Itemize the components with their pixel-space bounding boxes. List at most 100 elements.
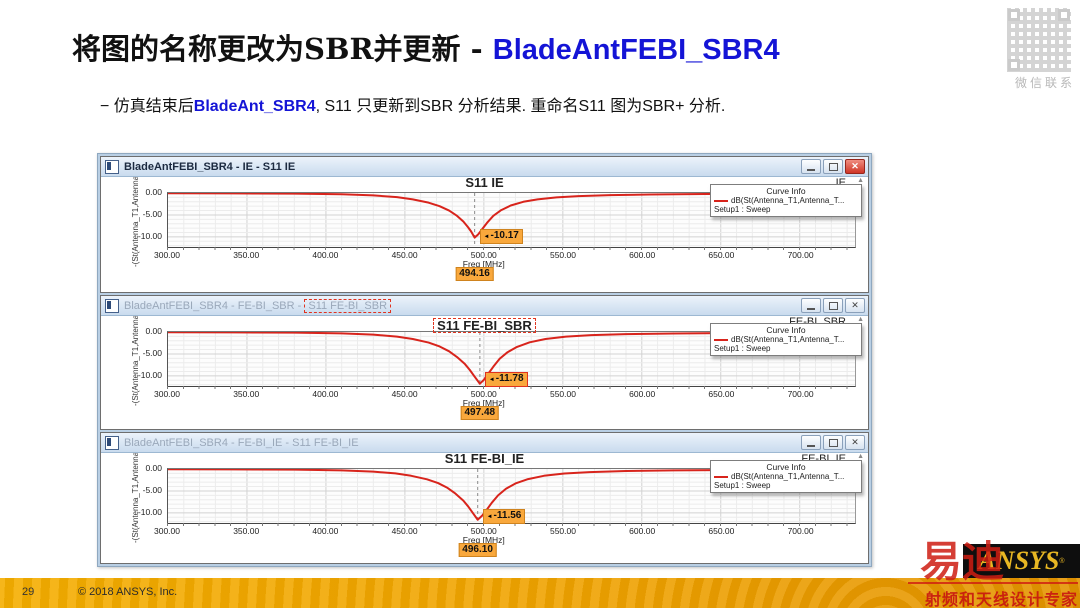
footer-bar — [0, 578, 1080, 608]
x-tick-label: 400.00 — [312, 250, 339, 260]
x-tick-label: 550.00 — [549, 389, 576, 399]
x-tick-label: 650.00 — [708, 526, 735, 536]
legend-line-sample — [714, 199, 728, 202]
legend-sub: Setup1 : Sweep — [714, 481, 771, 490]
qr-finder-pattern — [1008, 9, 1020, 21]
ansys-logo: ANSYS ® — [963, 544, 1080, 578]
qr-code — [1007, 8, 1071, 72]
report-icon — [105, 298, 119, 313]
close-button[interactable]: ✕ — [845, 159, 865, 174]
x-tick-label: 550.00 — [549, 250, 576, 260]
plot-area: S11 FE-BI_SBR FE-BI_SBR ▲ -(St(Antenna_T… — [101, 316, 868, 428]
window-titlebar[interactable]: BladeAntFEBI_SBR4 - FE-BI_SBR - S11 FE-B… — [101, 296, 868, 316]
plot-title: S11 FE-BI_SBR — [101, 317, 868, 335]
page-number: 29 — [22, 586, 35, 598]
x-tick-label: 350.00 — [233, 250, 260, 260]
watermark-brand: 易迪 — [919, 537, 1004, 586]
plot-canvas — [167, 331, 856, 387]
window-titlebar[interactable]: BladeAntFEBI_SBR4 - FE-BI_IE - S11 FE-BI… — [101, 433, 868, 453]
watermark-underline — [908, 582, 1078, 584]
restore-button[interactable] — [823, 298, 843, 313]
scroll-up-icon[interactable]: ▲ — [857, 453, 864, 460]
legend-line-sample — [714, 338, 728, 341]
legend-entry: dB(St(Antenna_T1,Antenna_T... — [731, 196, 845, 205]
x-axis-ticks — [167, 523, 856, 526]
window-titlebar[interactable]: BladeAntFEBI_SBR4 - IE - S11 IE ✕ — [101, 157, 868, 177]
window-title: BladeAntFEBI_SBR4 - FE-BI_IE - S11 FE-BI… — [124, 436, 359, 449]
x-tick-label: 600.00 — [629, 389, 656, 399]
minimize-button[interactable] — [801, 298, 821, 313]
legend-entry: dB(St(Antenna_T1,Antenna_T... — [731, 335, 845, 344]
x-tick-label: 350.00 — [233, 389, 260, 399]
plot-title: S11 IE — [465, 177, 504, 190]
copyright-text: © 2018 ANSYS, Inc. — [78, 586, 178, 598]
x-axis-label: Freq [MHz] — [462, 535, 505, 545]
page-title: 将图的名称更改为SBR并更新 - BladeAntFEBI_SBR4 — [72, 26, 780, 68]
legend-header: Curve Info — [766, 186, 806, 196]
x-tick-label: 300.00 — [154, 250, 180, 260]
legend: Curve Info dB(St(Antenna_T1,Antenna_T...… — [710, 184, 862, 217]
x-tick-label: 350.00 — [233, 526, 260, 536]
y-tick-label: 0.00 — [145, 326, 162, 336]
legend-header: Curve Info — [766, 325, 806, 335]
annotation-box: S11 FE-BI_SBR — [304, 298, 392, 313]
x-tick-label: 600.00 — [629, 250, 656, 260]
y-tick-label: -5.00 — [142, 347, 162, 358]
marker-freq-badge[interactable]: 494.16 — [455, 267, 494, 281]
s11-curve — [168, 193, 855, 247]
minimize-button[interactable] — [801, 435, 821, 450]
marker-freq-badge[interactable]: 496.10 — [458, 543, 497, 557]
legend: Curve Info dB(St(Antenna_T1,Antenna_T...… — [710, 323, 862, 356]
plot-area: S11 FE-BI_IE FE-BI_IE ▲ -(St(Antenna_T1,… — [101, 453, 868, 562]
report-icon — [105, 435, 119, 450]
marker-value-badge[interactable]: -11.56 — [482, 509, 526, 524]
qr-caption: 微信联系 — [1014, 76, 1075, 90]
y-tick-label: -10.00 — [137, 230, 162, 241]
x-tick-label: 300.00 — [154, 389, 180, 399]
y-tick-label: -5.00 — [142, 208, 162, 219]
x-axis-ticks — [167, 386, 856, 389]
x-tick-label: 550.00 — [549, 526, 576, 536]
page-title-black: 将图的名称更改为SBR并更新 - — [72, 32, 493, 66]
scroll-up-icon[interactable]: ▲ — [857, 316, 864, 323]
x-axis-label: Freq [MHz] — [462, 398, 505, 408]
plot-window-febi-sbr: BladeAntFEBI_SBR4 - FE-BI_SBR - S11 FE-B… — [100, 295, 869, 430]
scroll-up-icon[interactable]: ▲ — [857, 177, 864, 184]
close-button[interactable]: ✕ — [845, 435, 865, 450]
x-tick-label: 400.00 — [312, 526, 339, 536]
report-icon — [105, 159, 119, 174]
marker-freq-badge[interactable]: 497.48 — [460, 406, 500, 420]
legend-sub: Setup1 : Sweep — [714, 205, 771, 214]
x-tick-label: 500.00 — [470, 250, 497, 260]
page-title-blue: BladeAntFEBI_SBR4 — [492, 34, 780, 66]
watermark-tagline: 射频和天线设计专家 — [924, 592, 1078, 609]
x-tick-label: 650.00 — [708, 250, 735, 260]
qr-finder-pattern — [1058, 9, 1070, 21]
annotation-box: S11 FE-BI_SBR — [433, 318, 536, 333]
y-tick-label: 0.00 — [145, 463, 162, 473]
x-tick-label: 700.00 — [787, 526, 814, 536]
y-tick-label: -10.00 — [137, 369, 162, 380]
bullet-highlight: BladeAnt_SBR4 — [193, 98, 316, 115]
x-axis-label: Freq [MHz] — [462, 259, 505, 269]
legend: Curve Info dB(St(Antenna_T1,Antenna_T...… — [710, 460, 862, 493]
minimize-button[interactable] — [801, 159, 821, 174]
legend-entry: dB(St(Antenna_T1,Antenna_T... — [731, 472, 845, 481]
plot-area: S11 IE IE ▲ -(St(Antenna_T1,Antenna Freq… — [101, 177, 868, 291]
restore-button[interactable] — [823, 435, 843, 450]
y-tick-label: -5.00 — [142, 484, 162, 495]
x-tick-label: 450.00 — [391, 389, 418, 399]
plot-title: S11 FE-BI_IE — [444, 453, 525, 466]
window-title: BladeAntFEBI_SBR4 - IE - S11 IE — [124, 160, 296, 173]
x-tick-label: 300.00 — [154, 526, 180, 536]
window-title: BladeAntFEBI_SBR4 - FE-BI_SBR - S11 FE-B… — [124, 298, 392, 313]
x-tick-label: 400.00 — [312, 389, 339, 399]
legend-header: Curve Info — [766, 462, 806, 472]
close-button[interactable]: ✕ — [845, 298, 865, 313]
restore-button[interactable] — [823, 159, 843, 174]
marker-value-badge[interactable]: -11.78 — [484, 372, 528, 387]
plot-window-ie: BladeAntFEBI_SBR4 - IE - S11 IE ✕ S11 IE… — [100, 156, 869, 293]
bullet-text: − 仿真结束后BladeAnt_SBR4, S11 只更新到SBR 分析结果. … — [100, 98, 726, 115]
qr-finder-pattern — [1008, 59, 1020, 71]
marker-value-badge[interactable]: -10.17 — [479, 228, 523, 244]
